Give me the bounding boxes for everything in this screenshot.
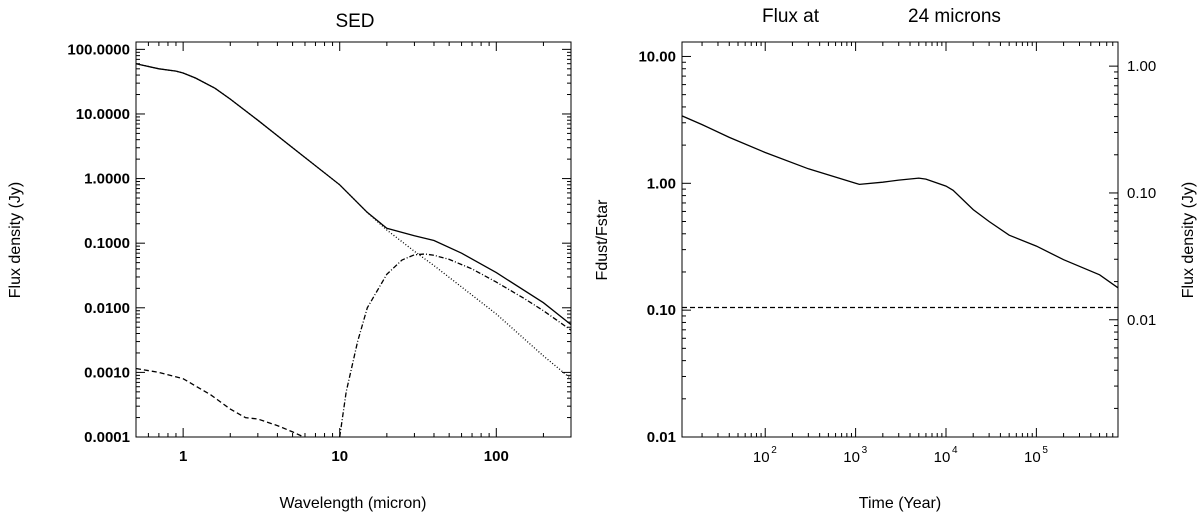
sed-x-tick-label: 1: [179, 448, 187, 465]
sed-y-tick-label: 0.0010: [84, 364, 130, 381]
sed-series-solid-line: [135, 63, 572, 326]
sed-y-tick-label: 0.0100: [84, 300, 130, 317]
flux-series-solid-line: [681, 115, 1119, 289]
sed-series-dashed-line: [135, 367, 305, 438]
flux-x-tick-label: 10: [1024, 449, 1041, 466]
flux-y-right-tick-label: 1.00: [1127, 58, 1156, 75]
flux-y-right-tick-label: 0.01: [1127, 312, 1156, 329]
flux-y-right-tick-label: 0.10: [1127, 185, 1156, 202]
sed-y-tick-label: 1.0000: [84, 171, 130, 188]
flux-series-group: [681, 115, 1119, 309]
flux-x-tick-exponent: 5: [1042, 445, 1048, 456]
flux-x-tick-exponent: 4: [952, 445, 958, 456]
sed-x-tick-label: 10: [331, 448, 348, 465]
sed-series-group: [135, 63, 572, 438]
sed-y-tick-label: 0.1000: [84, 235, 130, 252]
flux-chart-title-suffix: 24 microns: [908, 6, 1001, 27]
sed-y-tick-label: 10.0000: [76, 106, 130, 123]
sed-series-dash-dot-line: [339, 253, 572, 438]
sed-x-tick-label: 100: [484, 448, 509, 465]
flux-axis-ticks: 10 2 10 3 10 4 10 50.010.101.0010.000.010.101.0…: [638, 42, 1156, 466]
sed-x-axis-label: Wavelength (micron): [279, 495, 426, 512]
sed-axis-ticks: 1 10 100 0.0001 0.0010 0.0100 0.1000 1.0000 10.0…: [67, 41, 571, 465]
flux-plot-frame: [681, 41, 1119, 438]
sed-y-tick-label: 0.0001: [84, 429, 130, 446]
sed-chart-title: SED: [335, 11, 374, 32]
flux-x-tick-label: 10: [934, 449, 951, 466]
flux-y-left-tick-label: 1.00: [647, 175, 676, 192]
sed-y-axis-label: Flux density (Jy): [7, 182, 24, 298]
sed-chart: SED 1 10 100 0.0001 0.0010 0.0100 0.1000 1.0000…: [7, 11, 572, 512]
flux-chart-title-prefix: Flux at: [762, 6, 820, 27]
sed-plot-frame: [135, 41, 572, 438]
sed-series-dotted-line: [135, 63, 572, 380]
flux-y-axis-label-left: Fdust/Fstar: [594, 199, 611, 281]
flux-y-left-tick-label: 0.10: [647, 302, 676, 319]
flux-x-tick-exponent: 3: [862, 445, 868, 456]
flux-y-left-tick-label: 10.00: [638, 48, 676, 65]
flux-x-tick-exponent: 2: [771, 445, 777, 456]
flux-y-axis-label-right: Flux density (Jy): [1180, 182, 1197, 298]
flux-x-axis-label: Time (Year): [859, 495, 941, 512]
flux-x-tick-label: 10: [843, 449, 860, 466]
sed-y-tick-label: 100.0000: [67, 41, 130, 58]
flux-time-chart: Flux at 24 microns 10 2 10 3 10 4 10 50.010.101…: [594, 6, 1197, 512]
flux-y-left-tick-label: 0.01: [647, 429, 676, 446]
flux-x-tick-label: 10: [753, 449, 770, 466]
